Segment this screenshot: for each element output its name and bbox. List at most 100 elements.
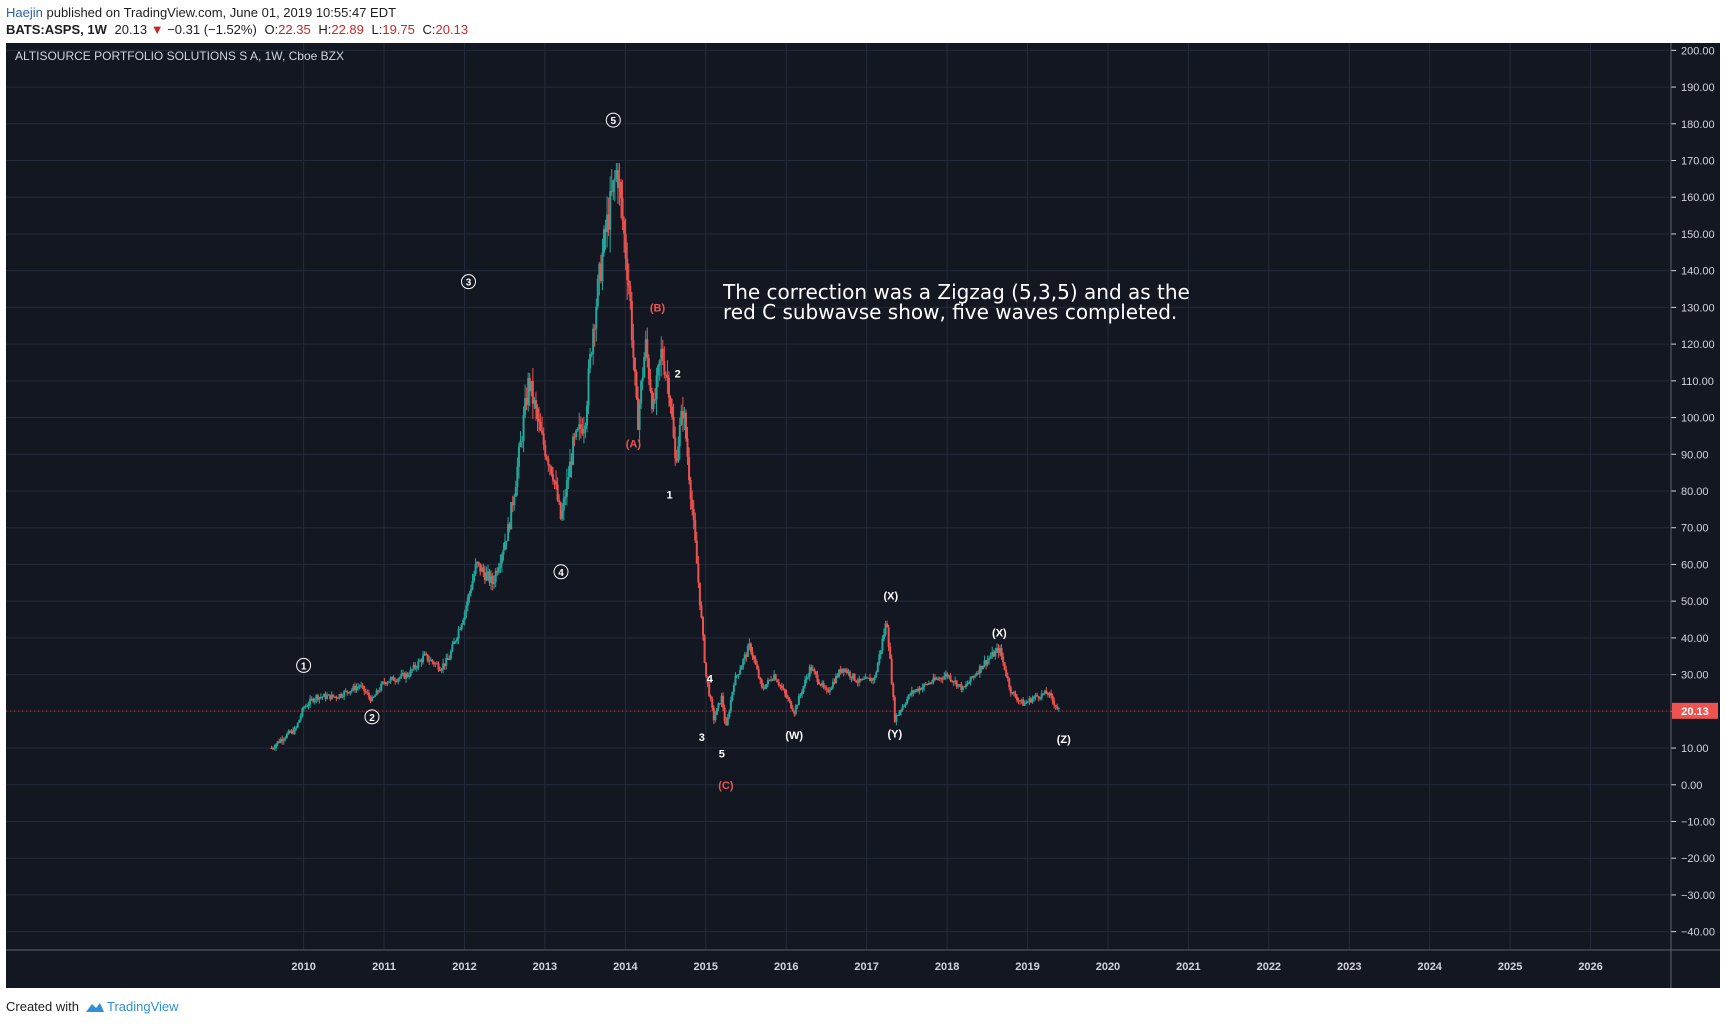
candle-body bbox=[516, 466, 519, 487]
candle-body bbox=[927, 682, 930, 685]
x-tick-label: 2011 bbox=[372, 961, 396, 973]
candle-body bbox=[759, 677, 762, 680]
candle-body bbox=[783, 689, 786, 694]
candle-body bbox=[749, 643, 752, 652]
y-tick-label: −40.00 bbox=[1681, 927, 1715, 939]
candle-body bbox=[551, 474, 554, 481]
candle-body bbox=[409, 669, 412, 676]
candle-body bbox=[445, 658, 448, 666]
candle-body bbox=[486, 571, 489, 574]
candle-body bbox=[957, 684, 960, 687]
candle-body bbox=[915, 689, 918, 691]
candle-body bbox=[276, 741, 279, 745]
candle-body bbox=[852, 673, 855, 679]
tradingview-link[interactable]: TradingView bbox=[106, 999, 179, 1014]
candle-body bbox=[793, 711, 796, 714]
candle-body bbox=[405, 673, 408, 679]
candle-body bbox=[876, 663, 879, 673]
candle-body bbox=[717, 703, 720, 709]
candle-body bbox=[358, 686, 361, 688]
wave-label: 2 bbox=[675, 368, 681, 380]
candle-body bbox=[1042, 693, 1045, 695]
candle-body bbox=[1020, 699, 1023, 701]
wave-label: 1 bbox=[301, 661, 307, 672]
candle-body bbox=[791, 708, 794, 712]
candle-body bbox=[763, 688, 766, 690]
candle-body bbox=[559, 502, 562, 519]
candle-body bbox=[511, 502, 514, 506]
candle-body bbox=[412, 664, 415, 670]
candle-body bbox=[316, 695, 319, 700]
candle-body bbox=[672, 416, 675, 438]
candle-body bbox=[847, 671, 850, 674]
candle-body bbox=[978, 665, 981, 674]
candle-body bbox=[579, 424, 582, 429]
candle-body bbox=[500, 554, 503, 564]
candle-body bbox=[903, 705, 906, 707]
candle-body bbox=[374, 695, 377, 697]
candle-body bbox=[494, 570, 497, 582]
candle-body bbox=[678, 424, 681, 447]
candle-body bbox=[618, 181, 621, 188]
candle-body bbox=[380, 683, 383, 691]
candle-body bbox=[949, 675, 952, 681]
y-tick-label: 40.00 bbox=[1681, 633, 1709, 645]
y-tick-label: 140.00 bbox=[1681, 266, 1715, 278]
candle-body bbox=[307, 704, 310, 707]
candle-body bbox=[601, 252, 604, 281]
candle-body bbox=[411, 669, 414, 671]
candle-body bbox=[641, 377, 644, 382]
candle-body bbox=[974, 675, 977, 677]
candle-body bbox=[952, 681, 955, 683]
candle-body bbox=[913, 690, 916, 693]
candle-body bbox=[1011, 692, 1014, 694]
wave-label: 5 bbox=[719, 749, 725, 761]
candle-body bbox=[585, 405, 588, 426]
candle-body bbox=[384, 682, 387, 685]
candle-body bbox=[652, 399, 655, 410]
x-tick-label: 2017 bbox=[854, 961, 878, 973]
candle-body bbox=[1008, 678, 1011, 688]
candle-body bbox=[550, 466, 553, 475]
x-tick-label: 2016 bbox=[774, 961, 798, 973]
candle-body bbox=[872, 678, 875, 681]
candle-body bbox=[340, 694, 343, 697]
annotation-text: red C subwavse show, five waves complete… bbox=[723, 300, 1177, 324]
candle-body bbox=[360, 685, 363, 687]
candle-body bbox=[893, 696, 896, 722]
candle-body bbox=[612, 180, 615, 192]
author-link[interactable]: Haejin bbox=[6, 5, 43, 20]
candle-body bbox=[637, 397, 640, 430]
candle-body bbox=[895, 715, 898, 722]
candle-body bbox=[468, 593, 471, 597]
candle-body bbox=[431, 659, 434, 663]
candle-body bbox=[828, 689, 831, 692]
candle-body bbox=[555, 481, 558, 485]
candle-body bbox=[301, 708, 304, 716]
candle-body bbox=[488, 571, 491, 583]
candle-body bbox=[980, 665, 983, 670]
candle-body bbox=[350, 689, 353, 692]
candle-body bbox=[553, 480, 556, 482]
candle-body bbox=[640, 381, 643, 404]
candle-body bbox=[437, 663, 440, 670]
candle-body bbox=[968, 682, 971, 684]
candle-body bbox=[836, 675, 839, 677]
tradingview-logo-icon bbox=[85, 1002, 104, 1012]
candle-body bbox=[1043, 690, 1046, 694]
candle-body bbox=[347, 692, 350, 694]
price-chart[interactable]: 200.00190.00180.00170.00160.00150.00140.… bbox=[6, 43, 1720, 988]
candle-body bbox=[669, 397, 672, 407]
candle-body bbox=[324, 694, 327, 699]
candle-body bbox=[517, 446, 520, 467]
wave-label: 1 bbox=[667, 490, 673, 502]
candle-body bbox=[732, 685, 735, 692]
candle-body bbox=[728, 711, 731, 718]
candle-body bbox=[920, 688, 923, 690]
candle-body bbox=[304, 706, 307, 708]
candle-body bbox=[616, 170, 619, 188]
candle-body bbox=[869, 677, 872, 682]
candle-body bbox=[539, 421, 542, 431]
wave-label: 2 bbox=[369, 713, 375, 724]
candle-body bbox=[969, 676, 972, 683]
